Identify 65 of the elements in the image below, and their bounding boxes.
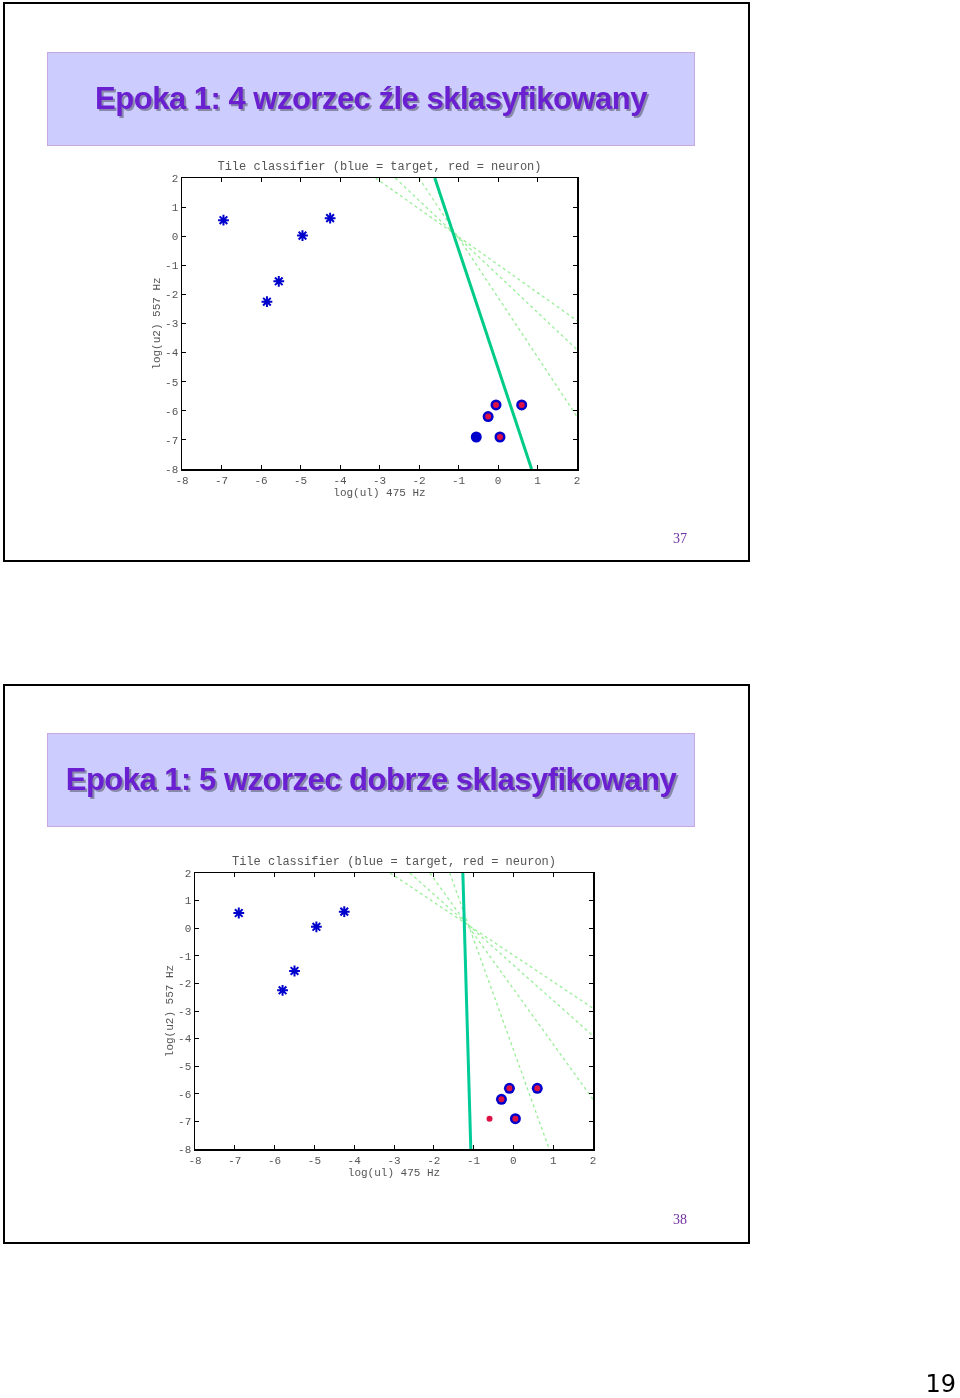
chart-subtitle: Tile classifier (blue = target, red = neuron) — [231, 855, 557, 869]
y-tick-label: -8 — [165, 463, 179, 476]
x-tick-label: -7 — [214, 474, 229, 487]
point — [296, 229, 309, 243]
point — [276, 983, 289, 997]
y-tick-label: -4 — [178, 1033, 192, 1046]
y-tick-label: -2 — [165, 289, 179, 302]
point — [217, 213, 230, 227]
y-tick-label: -5 — [178, 1061, 192, 1074]
text: 38 — [673, 1212, 687, 1228]
text: 19 — [925, 1370, 956, 1398]
y-tick-label: -4 — [165, 347, 179, 360]
point — [309, 920, 323, 934]
y-tick-label: -8 — [178, 1143, 192, 1156]
x-axis-title: log(ul) 475 Hz — [333, 486, 426, 499]
x-tick-label: 1 — [534, 474, 542, 487]
y-tick-label: 0 — [171, 231, 179, 244]
point — [272, 274, 286, 288]
point — [260, 295, 274, 309]
y-tick-label: 2 — [184, 867, 192, 880]
y-tick-label: -3 — [165, 318, 179, 331]
chart-title: Epoka 1: 5 wzorzec dobrze sklasyfikowany — [47, 733, 695, 827]
y-tick-label: -7 — [165, 434, 179, 447]
y-tick-label: -7 — [178, 1116, 192, 1129]
x-tick-label: -2 — [427, 1154, 441, 1167]
y-axis-title: log(u2) 557 Hz — [164, 964, 176, 1058]
x-tick-label: -5 — [293, 474, 308, 487]
x-tick-label: -4 — [347, 1154, 362, 1167]
x-tick-label: -1 — [451, 474, 466, 487]
x-axis-title: log(ul) 475 Hz — [347, 1166, 441, 1179]
point — [337, 905, 351, 919]
chart-title: Epoka 1: 4 wzorzec źle sklasyfikowany — [47, 52, 695, 146]
point — [470, 431, 482, 443]
x-tick-label: -5 — [307, 1154, 321, 1167]
x-tick-label: 2 — [589, 1154, 597, 1167]
text: 37 — [673, 531, 687, 547]
y-tick-label: -1 — [178, 950, 192, 963]
x-tick-label: -7 — [228, 1154, 242, 1167]
x-tick-label: -3 — [387, 1154, 401, 1167]
y-tick-label: -1 — [165, 260, 179, 273]
x-tick-label: 0 — [510, 1154, 517, 1167]
point — [288, 964, 301, 978]
x-tick-label: -6 — [268, 1154, 282, 1167]
y-tick-label: -6 — [165, 405, 179, 418]
y-tick-label: -6 — [178, 1088, 192, 1101]
y-tick-label: 1 — [184, 895, 192, 908]
x-tick-label: -1 — [467, 1154, 481, 1167]
x-tick-label: -4 — [333, 474, 347, 487]
point — [232, 906, 246, 920]
x-tick-label: 1 — [549, 1154, 557, 1167]
x-tick-label: -3 — [372, 474, 387, 487]
y-tick-label: -2 — [178, 978, 192, 991]
chart-subtitle: Tile classifier (blue = target, red = neuron) — [217, 160, 542, 174]
y-tick-label: -5 — [165, 376, 179, 389]
y-tick-label: 0 — [184, 923, 192, 936]
y-tick-label: 2 — [171, 172, 179, 185]
point — [486, 1115, 493, 1122]
point — [323, 211, 337, 225]
x-tick-label: 2 — [573, 474, 581, 487]
x-tick-label: -6 — [254, 474, 268, 487]
y-axis-title: log(u2) 557 Hz — [151, 277, 163, 370]
x-tick-label: -2 — [412, 474, 426, 487]
y-tick-label: 1 — [171, 201, 179, 214]
x-tick-label: 0 — [494, 474, 502, 487]
y-tick-label: -3 — [178, 1005, 192, 1018]
